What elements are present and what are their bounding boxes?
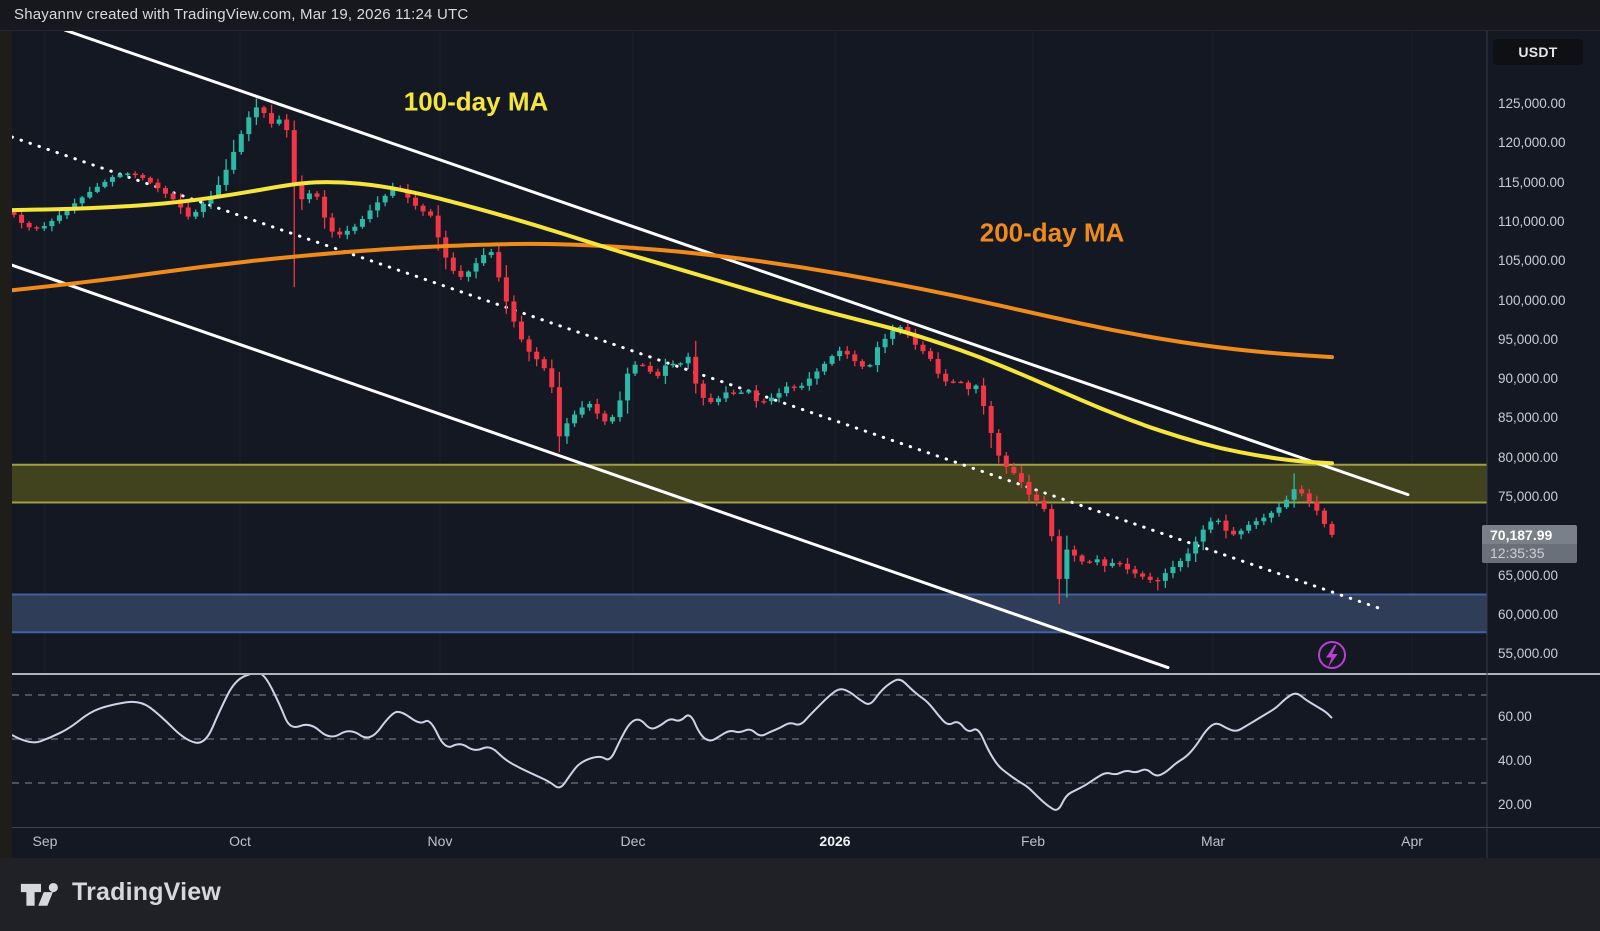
price-tick-label: 90,000.00	[1498, 371, 1559, 387]
time-tick-label: Sep	[32, 833, 58, 849]
time-tick-label: Mar	[1200, 833, 1226, 849]
price-tick-label: 60,000.00	[1498, 606, 1559, 622]
last-price-value: 70,187.99	[1482, 524, 1577, 544]
support-zone	[12, 593, 1487, 634]
rsi-tick-label: 40.00	[1498, 753, 1532, 768]
header-bar: Shayannv created with TradingView.com, M…	[0, 0, 1600, 31]
countdown-timer: 12:35:35	[1482, 543, 1577, 563]
rsi-line[interactable]	[12, 673, 1333, 811]
price-tick-label: 80,000.00	[1498, 449, 1559, 465]
price-tick-label: 125,000.00	[1498, 96, 1566, 111]
time-tick-label: 2026	[819, 833, 851, 849]
main-pane	[12, 30, 1487, 670]
price-tick-label: 105,000.00	[1498, 253, 1566, 269]
tradingview-logo-text: TradingView	[72, 878, 222, 906]
rsi-pane	[12, 673, 1487, 811]
price-tick-label: 110,000.00	[1498, 213, 1565, 229]
rsi-tick-label: 60.00	[1498, 709, 1532, 724]
price-tick-label: 75,000.00	[1498, 489, 1559, 504]
candles	[12, 98, 1335, 604]
currency-chip[interactable]: USDT	[1493, 39, 1583, 65]
last-price-badge: 70,187.99 12:35:35	[1482, 524, 1577, 563]
price-tick-label: 65,000.00	[1498, 567, 1559, 583]
rsi-tick-label: 20.00	[1498, 797, 1532, 812]
tradingview-logo-icon	[20, 882, 58, 906]
trendline-upper-channel[interactable]	[63, 30, 1410, 497]
price-tick-label: 95,000.00	[1498, 331, 1559, 347]
ma200-line[interactable]	[12, 241, 1334, 360]
price-tick-label: 85,000.00	[1498, 410, 1559, 426]
price-tick-label: 115,000.00	[1498, 174, 1565, 190]
ma200-label: 200-day MA	[979, 217, 1125, 248]
price-tick-label: 55,000.00	[1498, 646, 1559, 662]
lightning-icon[interactable]	[1318, 641, 1346, 669]
ma100-label: 100-day MA	[403, 86, 549, 117]
time-tick-label: Nov	[427, 833, 453, 849]
tradingview-logo[interactable]: TradingView	[20, 878, 221, 907]
time-tick-label: Feb	[1020, 833, 1046, 849]
resistance-zone	[12, 463, 1487, 504]
attribution-text: Shayannv created with TradingView.com, M…	[14, 6, 469, 23]
time-tick-label: Dec	[620, 833, 646, 849]
left-gutter	[0, 30, 12, 858]
time-tick-label: Oct	[229, 833, 251, 849]
ma100-line[interactable]	[12, 180, 1334, 466]
footer-bar: TradingView	[0, 858, 1600, 931]
time-tick-label: Apr	[1401, 833, 1423, 849]
price-tick-label: 100,000.00	[1498, 292, 1566, 308]
trendline-lower-channel[interactable]	[12, 263, 1170, 670]
price-tick-label: 120,000.00	[1498, 135, 1566, 151]
